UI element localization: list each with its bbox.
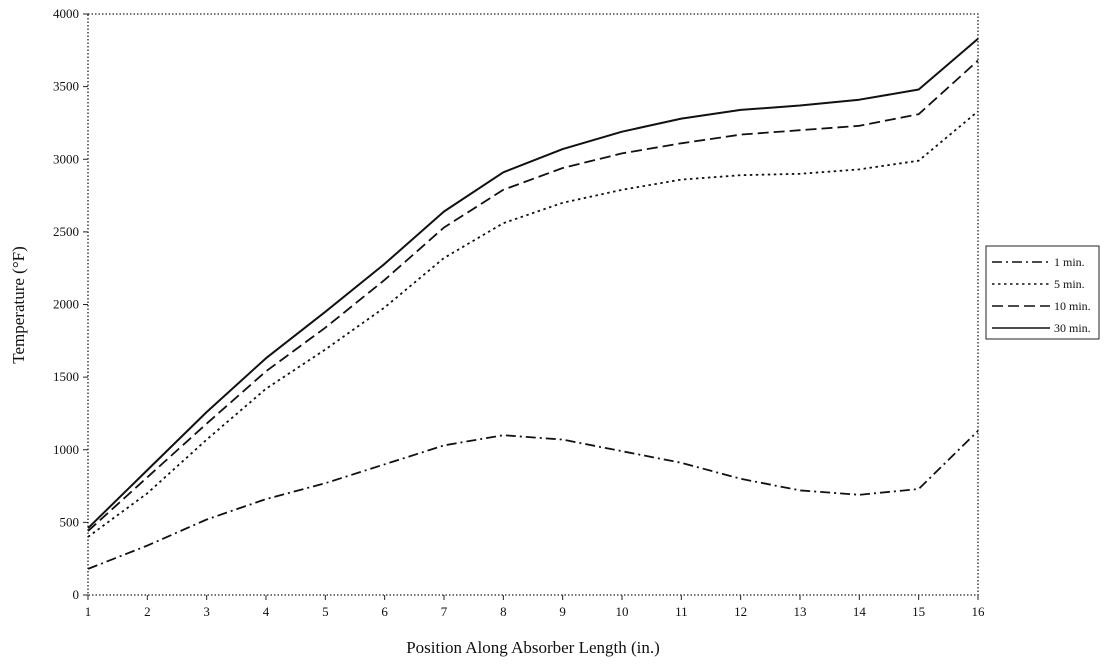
y-tick-label: 1000 [53, 442, 79, 457]
legend-box [985, 245, 1100, 340]
plot-area [87, 13, 979, 596]
y-tick-label: 4000 [53, 6, 79, 21]
x-tick-label: 8 [500, 604, 507, 619]
y-tick-label: 500 [60, 514, 80, 529]
x-tick-label: 12 [734, 604, 747, 619]
x-tick-label: 4 [263, 604, 270, 619]
y-tick-label: 2500 [53, 224, 79, 239]
x-axis-ticks: 1 2 3 4 5 6 7 8 9 10 11 12 13 14 15 16 [85, 595, 985, 619]
y-tick-label: 0 [73, 587, 80, 602]
y-axis-ticks: 0 500 1000 1500 2000 2500 3000 3500 4000 [53, 6, 88, 602]
y-tick-label: 3000 [53, 151, 79, 166]
series-line-30-min [87, 37, 979, 529]
legend-label: 10 min. [1054, 299, 1091, 313]
x-tick-label: 1 [85, 604, 92, 619]
y-tick-label: 1500 [53, 369, 79, 384]
x-tick-label: 3 [203, 604, 210, 619]
x-tick-label: 6 [381, 604, 388, 619]
series-line-10-min [87, 59, 979, 532]
legend: 1 min. 5 min. 10 min. 30 min. [985, 245, 1100, 340]
y-tick-label: 2000 [53, 297, 79, 312]
x-tick-label: 15 [912, 604, 925, 619]
legend-label: 5 min. [1054, 277, 1085, 291]
x-axis-label: Position Along Absorber Length (in.) [406, 638, 660, 657]
x-tick-label: 14 [853, 604, 867, 619]
series-line-1-min [87, 430, 979, 570]
y-tick-label: 3500 [53, 79, 79, 94]
x-tick-label: 7 [441, 604, 448, 619]
series-lines [87, 37, 979, 570]
x-tick-label: 13 [794, 604, 807, 619]
x-tick-label: 11 [675, 604, 688, 619]
legend-label: 1 min. [1054, 255, 1085, 269]
y-axis-label: Temperature (°F) [9, 246, 28, 363]
x-tick-label: 5 [322, 604, 329, 619]
x-tick-label: 2 [144, 604, 151, 619]
x-tick-label: 16 [972, 604, 986, 619]
x-tick-label: 10 [616, 604, 629, 619]
x-tick-label: 9 [559, 604, 566, 619]
legend-label: 30 min. [1054, 321, 1091, 335]
series-line-5-min [87, 110, 979, 538]
